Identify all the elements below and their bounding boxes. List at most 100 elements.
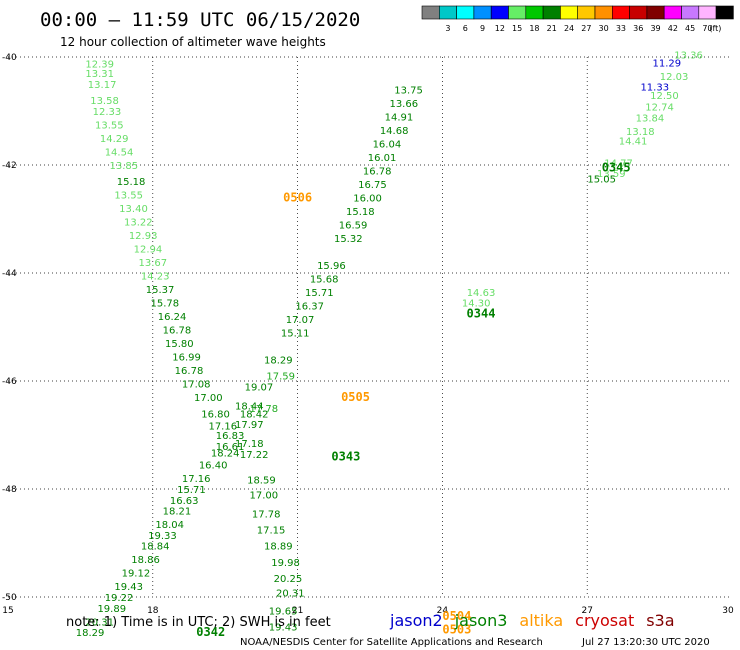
wave-height-label: 18.21 <box>163 507 192 518</box>
wave-height-label: 16.78 <box>175 366 204 377</box>
scale-label: 15 <box>512 24 522 33</box>
scale-swatch <box>560 5 579 20</box>
wave-height-label: 15.68 <box>310 274 339 285</box>
wave-height-label: 18.29 <box>76 628 105 639</box>
satellite-jason2: jason2 <box>389 611 443 630</box>
pass-time-label: 0345 <box>602 161 631 175</box>
wave-height-label: 15.05 <box>587 175 616 186</box>
scale-label: 18 <box>529 24 539 33</box>
wave-height-label: 13.59 <box>597 169 626 180</box>
wave-height-label: 16.40 <box>199 461 228 472</box>
wave-height-label: 16.63 <box>170 496 199 507</box>
scale-swatch <box>421 5 440 20</box>
wave-height-label: 14.41 <box>619 137 648 148</box>
pass-time-label: 0506 <box>283 190 312 204</box>
scale-label: 45 <box>685 24 695 33</box>
wave-height-label: 16.75 <box>358 180 387 191</box>
wave-height-label: 20.31 <box>85 617 114 628</box>
wave-height-label: 19.43 <box>114 582 143 593</box>
wave-height-label: 18.89 <box>264 542 293 553</box>
wave-height-label: 16.37 <box>295 301 324 312</box>
wave-height-label: 12.94 <box>134 245 163 256</box>
wave-height-label: 15.11 <box>281 328 310 339</box>
wave-height-label: 12.50 <box>650 91 679 102</box>
wave-height-label: 13.55 <box>114 191 143 202</box>
page-title: 00:00 – 11:59 UTC 06/15/2020 <box>40 9 360 31</box>
pass-time-label: 0503 <box>442 622 471 636</box>
wave-height-label: 15.80 <box>165 339 194 350</box>
wave-height-label: 15.78 <box>151 299 180 310</box>
wave-height-label: 19.89 <box>97 604 126 615</box>
wave-height-label: 16.99 <box>172 353 201 364</box>
wave-height-label: 18.04 <box>155 520 184 531</box>
wave-height-label: 14.23 <box>141 272 170 283</box>
scale-label: 9 <box>480 24 485 33</box>
wave-height-label: 16.59 <box>339 220 368 231</box>
x-tick-label: 15 <box>2 606 13 616</box>
wave-height-label: 20.25 <box>274 574 303 585</box>
wave-height-label: 17.16 <box>208 421 237 432</box>
wave-height-label: 17.08 <box>182 380 211 391</box>
scale-swatch <box>594 5 613 20</box>
wave-height-label: 12.93 <box>129 231 158 242</box>
satellite-cryosat: cryosat <box>575 611 634 630</box>
wave-height-label: 17.00 <box>194 393 223 404</box>
satellite-altika: altika <box>519 611 563 630</box>
wave-height-label: 17.22 <box>240 450 269 461</box>
x-tick-label: 27 <box>581 606 592 616</box>
wave-height-label: 13.84 <box>636 113 665 124</box>
x-tick-label: 18 <box>147 606 159 616</box>
scale-swatch <box>438 5 457 20</box>
grid-lines <box>8 56 732 598</box>
wave-height-label: 14.29 <box>100 134 129 145</box>
wave-height-label: 12.74 <box>645 103 674 114</box>
wave-height-label: 17.15 <box>257 526 286 537</box>
footer-timestamp: Jul 27 13:20:30 UTC 2020 <box>581 637 710 648</box>
wave-height-label: 15.18 <box>346 207 375 218</box>
color-scale-legend: 3 6 9 12 15 18 21 24 27 30 33 36 39 42 45 70(ft) <box>421 5 734 33</box>
x-tick-label: 21 <box>292 606 303 616</box>
wave-height-label: 17.78 <box>249 404 278 415</box>
wave-height-label: 16.04 <box>373 139 402 150</box>
wave-height-label: 19.43 <box>269 623 298 634</box>
wave-height-label: 19.65 <box>269 607 298 618</box>
scale-label: 42 <box>668 24 678 33</box>
pass-time-label: 0505 <box>341 390 370 404</box>
scale-label: 3 <box>445 24 450 33</box>
wave-height-label: 16.78 <box>163 326 192 337</box>
wave-height-label: 13.58 <box>90 96 119 107</box>
wave-height-label: 17.16 <box>182 474 211 485</box>
wave-height-label: 12.33 <box>93 107 122 118</box>
wave-height-label: 17.00 <box>249 490 278 501</box>
scale-swatch <box>508 5 527 20</box>
scale-swatch <box>577 5 596 20</box>
scale-label: 6 <box>463 24 468 33</box>
scale-label: 27 <box>581 24 591 33</box>
wave-height-label: 14.77 <box>604 158 633 169</box>
wave-height-label: 11.29 <box>653 58 682 69</box>
scale-label: 24 <box>564 24 574 33</box>
wave-height-label: 18.86 <box>131 555 160 566</box>
scale-label: 70 <box>702 24 712 33</box>
wave-height-label: 20.31 <box>276 589 305 600</box>
scale-label: 36 <box>633 24 643 33</box>
wave-height-label: 13.55 <box>95 121 124 132</box>
wave-height-label: 13.40 <box>119 204 148 215</box>
wave-height-label: 15.37 <box>146 285 175 296</box>
wave-height-label: 13.36 <box>674 50 703 61</box>
wave-height-label: 16.01 <box>368 153 397 164</box>
y-tick-label: -40 <box>2 53 17 63</box>
scale-swatch <box>456 5 475 20</box>
wave-height-label: 18.42 <box>240 409 269 420</box>
scale-swatch <box>473 5 492 20</box>
y-tick-label: -50 <box>2 593 17 603</box>
scale-label: 39 <box>650 24 660 33</box>
wave-height-label: 15.96 <box>317 261 346 272</box>
wave-height-label: 13.67 <box>138 258 167 269</box>
x-tick-label: 24 <box>437 606 449 616</box>
scale-swatch <box>525 5 544 20</box>
wave-height-label: 15.18 <box>117 177 146 188</box>
pass-time-label: 0504 <box>442 609 471 623</box>
scale-swatch <box>490 5 509 20</box>
